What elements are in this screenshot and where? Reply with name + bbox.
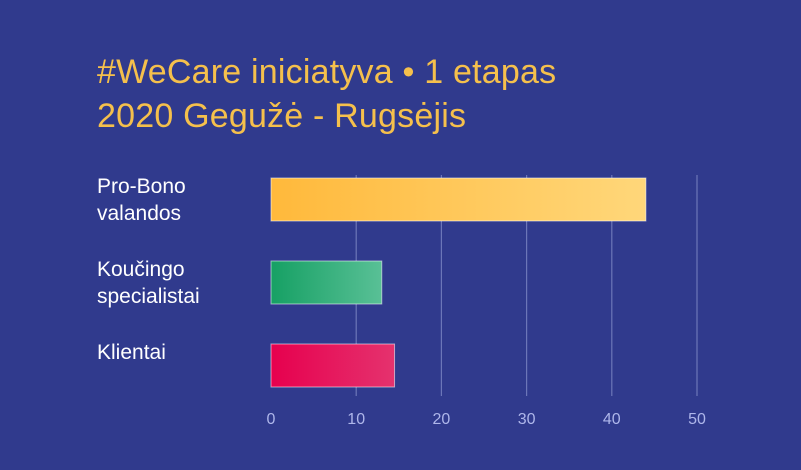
category-label-1: Koučingo specialistai — [97, 258, 200, 308]
tick-label-50: 50 — [688, 411, 706, 428]
tick-label-20: 20 — [433, 411, 451, 428]
tick-label-10: 10 — [347, 411, 365, 428]
bar-1 — [270, 260, 383, 305]
category-label-2-line-0: Klientai — [97, 341, 166, 364]
bar-0 — [270, 177, 647, 222]
tick-label-40: 40 — [603, 411, 621, 428]
category-label-0: Pro-Bono valandos — [97, 175, 186, 225]
bar-2 — [270, 343, 396, 388]
tick-label-30: 30 — [518, 411, 536, 428]
category-label-0-line-1: valandos — [97, 202, 181, 225]
chart-title-line-2: 2020 Gegužė - Rugsėjis — [97, 97, 467, 135]
category-label-0-line-0: Pro-Bono — [97, 175, 186, 198]
tick-label-0: 0 — [267, 411, 276, 428]
category-label-1-line-0: Koučingo — [97, 258, 185, 281]
category-label-2: Klientai — [97, 341, 166, 364]
chart-title-line-1: #WeCare iniciatyva • 1 etapas — [97, 53, 557, 91]
category-label-1-line-1: specialistai — [97, 285, 200, 308]
chart-title: #WeCare iniciatyva • 1 etapas 2020 Geguž… — [97, 50, 556, 138]
